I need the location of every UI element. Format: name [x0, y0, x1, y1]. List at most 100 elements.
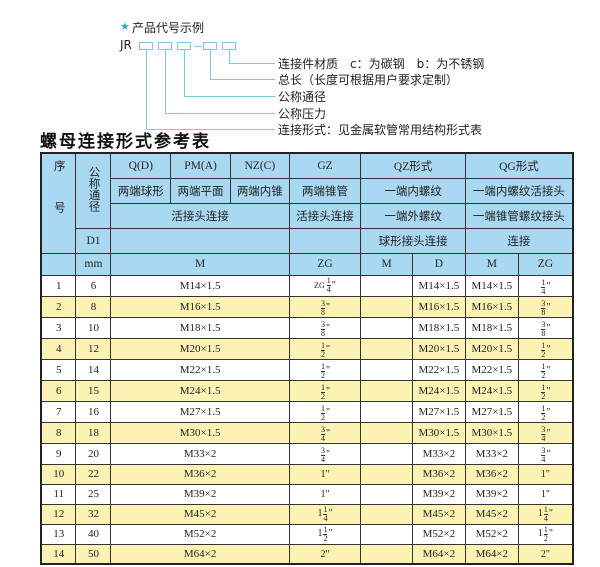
header-unit: M — [360, 252, 413, 276]
cell-qz-m — [360, 400, 413, 423]
thread-size: 2 " — [540, 549, 550, 561]
cell-qg-m: M30×1.5 — [464, 421, 519, 444]
thread-size: 3 8 " — [541, 319, 551, 338]
header-conn: 活接头连接 — [110, 202, 290, 229]
cell-qg-m: M14×1.5 — [464, 274, 519, 297]
nut-connection-table: 序号 公称通径 Q(D) PM(A) NZ(C) GZ QZ形式 QG形式 两端… — [40, 152, 574, 566]
cell-dn: 20 — [75, 442, 112, 465]
code-box-connection — [139, 42, 153, 50]
cell-qg-zg: 3 4 " — [517, 421, 574, 444]
thread-size: 1 " — [540, 489, 550, 501]
cell-qz-m — [360, 503, 413, 525]
cell-qg-m: M20×1.5 — [464, 337, 519, 360]
cell-qz-m — [360, 295, 413, 318]
cell-qz-m — [360, 463, 413, 485]
header-mm: mm — [75, 252, 112, 276]
cell-dn: 16 — [75, 400, 112, 423]
thread-size: 1 1 2 " — [317, 524, 333, 543]
table-row: 10 22 M36×2 1 " M36×2 M36×2 1 " — [40, 463, 574, 485]
cell-qz-m — [360, 543, 413, 565]
header-conn: 活接头连接 — [288, 202, 362, 229]
cell-qz-d: M30×1.5 — [411, 421, 466, 444]
table-row: 12 32 M45×2 1 1 4 " M45×2 M45×2 1 1 4 " — [40, 503, 574, 525]
thread-size: 3 4 " — [320, 424, 331, 443]
cell-m: M24×1.5 — [110, 379, 290, 402]
cell-zg: 3 8 " — [288, 316, 362, 339]
cell-zg: 1 " — [288, 463, 362, 485]
header-unit: ZG — [517, 252, 574, 276]
cell-zg: 1 2 " — [288, 358, 362, 381]
header-seq: 序号 — [40, 152, 77, 254]
cell-no: 14 — [40, 543, 77, 565]
cell-dn: 40 — [75, 523, 112, 545]
cell-m: M18×1.5 — [110, 316, 290, 339]
cell-qz-d: M64×2 — [411, 543, 466, 565]
cell-qg-zg: 1 4 " — [517, 274, 574, 297]
thread-size: 3 4 " — [541, 424, 551, 443]
header-unit: ZG — [288, 252, 362, 276]
header-conn2 — [110, 227, 290, 254]
code-box-material — [222, 42, 236, 50]
header-conn2 — [288, 227, 362, 254]
table-row: 5 14 M22×1.5 1 2 " M22×1.5 M22×1.5 1 2 " — [40, 358, 574, 381]
cell-qz-m — [360, 483, 413, 505]
table-row: 4 12 M20×1.5 1 2 " M20×1.5 M20×1.5 1 2 " — [40, 337, 574, 360]
header-unit: D — [411, 252, 466, 276]
cell-qg-m: M52×2 — [464, 523, 519, 545]
thread-size: 1 2 " — [541, 340, 551, 359]
cell-qz-d: M36×2 — [411, 463, 466, 485]
header-conn2: 连接 — [464, 227, 574, 254]
table-row: 7 16 M27×1.5 1 2 " M27×1.5 M27×1.5 1 2 " — [40, 400, 574, 423]
cell-no: 9 — [40, 442, 77, 465]
header-type: GZ — [288, 152, 362, 179]
cell-zg: 1 2 " — [288, 379, 362, 402]
header-type: NZ(C) — [229, 152, 290, 179]
cell-qz-m — [360, 442, 413, 465]
cell-qg-m: M24×1.5 — [464, 379, 519, 402]
cell-qg-m: M36×2 — [464, 463, 519, 485]
cell-qz-d: M18×1.5 — [411, 316, 466, 339]
cell-qg-zg: 1 2 " — [517, 358, 574, 381]
cell-qz-m — [360, 523, 413, 545]
header-desc: 两端平面 — [170, 177, 231, 204]
cell-zg: 3 4 " — [288, 442, 362, 465]
label-diameter: 公称通径 — [278, 90, 327, 104]
cell-dn: 15 — [75, 379, 112, 402]
thread-size: 3 4 " — [320, 445, 331, 464]
cell-qz-d: M45×2 — [411, 503, 466, 525]
thread-size: 1 1 2 " — [537, 524, 553, 543]
header-conn: 一端外螺纹 — [360, 202, 466, 229]
cell-m: M64×2 — [110, 543, 290, 565]
cell-qz-d: M39×2 — [411, 483, 466, 505]
header-type: PM(A) — [170, 152, 231, 179]
thread-size: 1 2 " — [541, 361, 551, 380]
cell-qz-d: M27×1.5 — [411, 400, 466, 423]
header-empty — [40, 252, 77, 276]
cell-m: M30×1.5 — [110, 421, 290, 444]
cell-qz-m — [360, 379, 413, 402]
thread-size: 1 1 4 " — [537, 504, 553, 523]
cell-no: 3 — [40, 316, 77, 339]
cell-no: 2 — [40, 295, 77, 318]
header-d1: D1 — [75, 227, 112, 254]
cell-no: 8 — [40, 421, 77, 444]
header-desc: 一端内螺纹 — [360, 177, 466, 204]
cell-qg-m: M33×2 — [464, 442, 519, 465]
thread-size: 1 2 " — [320, 340, 331, 359]
thread-size: 3 4 " — [541, 445, 551, 464]
cell-qg-m: M27×1.5 — [464, 400, 519, 423]
header-unit: M — [464, 252, 519, 276]
cell-no: 10 — [40, 463, 77, 485]
cell-qg-zg: 1 2 " — [517, 337, 574, 360]
cell-qg-zg: 1 1 4 " — [517, 503, 574, 525]
thread-size: 3 8 " — [320, 298, 331, 317]
header-conn: 一端锥管螺纹接头 — [464, 202, 574, 229]
cell-m: M33×2 — [110, 442, 290, 465]
header-desc: 两端锥管 — [288, 177, 362, 204]
cell-qg-m: M64×2 — [464, 543, 519, 565]
cell-qz-d: M22×1.5 — [411, 358, 466, 381]
cell-no: 7 — [40, 400, 77, 423]
thread-size: 1 2 " — [541, 382, 551, 401]
cell-zg: 1 1 2 " — [288, 523, 362, 545]
cell-qg-zg: 1 2 " — [517, 379, 574, 402]
